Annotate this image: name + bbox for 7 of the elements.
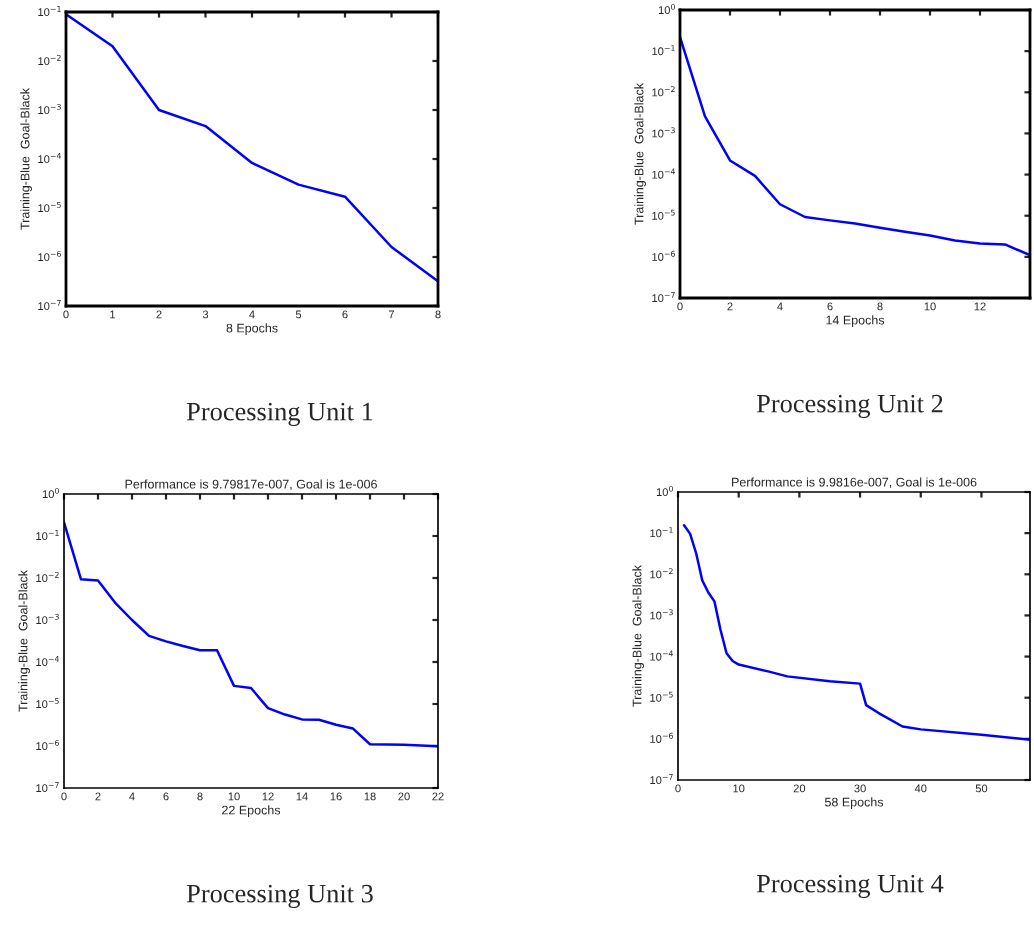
line-series — [682, 524, 1030, 742]
line-series — [680, 35, 1030, 257]
text: Processing Unit 1 — [186, 402, 373, 426]
line-series — [64, 521, 438, 748]
text: Processing Unit 4 — [756, 874, 944, 898]
text: Processing Unit 2 — [756, 394, 943, 418]
text: Processing Unit 3 — [186, 884, 373, 908]
